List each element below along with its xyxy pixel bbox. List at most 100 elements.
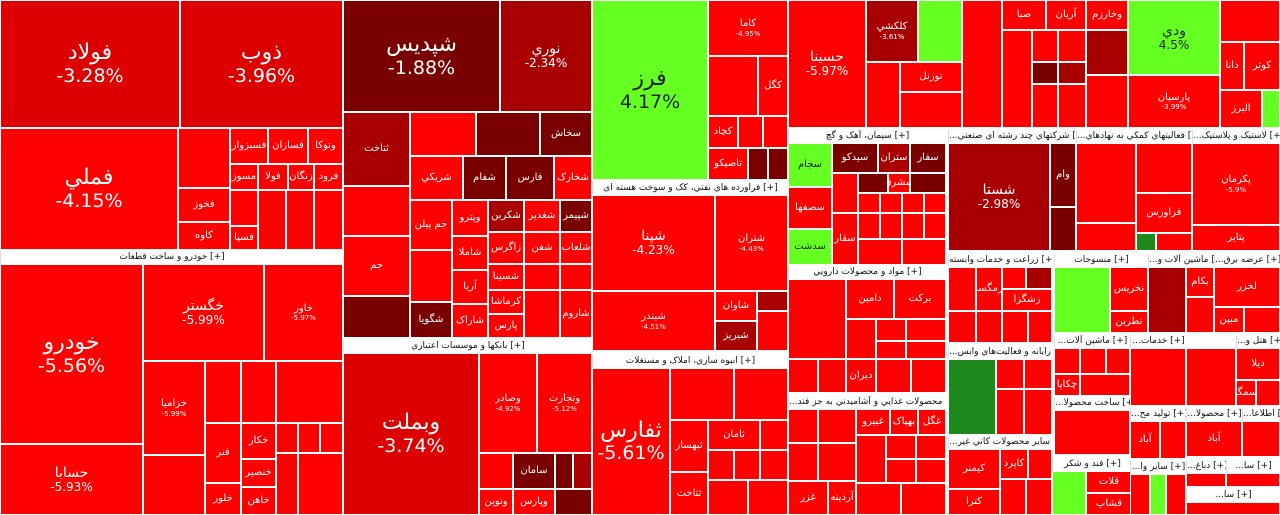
treemap-cell[interactable]: آريان	[1046, 0, 1086, 30]
treemap-cell[interactable]: قشاپ	[1086, 493, 1132, 515]
treemap-cell[interactable]: برکت	[894, 279, 946, 319]
treemap-cell[interactable]	[276, 453, 298, 515]
treemap-cell[interactable]	[1032, 30, 1058, 62]
treemap-cell[interactable]: سامان	[513, 453, 555, 489]
sector-header[interactable]: مواد و محصولات دارويي [+]	[788, 266, 946, 279]
treemap-cell[interactable]	[768, 148, 788, 180]
treemap-cell[interactable]: ثامان	[708, 420, 760, 450]
treemap-cell[interactable]: پتاير	[1192, 225, 1280, 251]
treemap-cell[interactable]: شستا -2.98%	[948, 143, 1050, 251]
treemap-cell[interactable]: فسازان	[268, 128, 308, 164]
treemap-cell[interactable]: فراورس	[1136, 193, 1192, 233]
treemap-cell[interactable]	[555, 453, 573, 489]
treemap-cell[interactable]: شگويا	[410, 302, 452, 338]
treemap-cell[interactable]	[856, 483, 901, 515]
treemap-cell[interactable]	[900, 92, 962, 128]
treemap-cell[interactable]: کرماشا	[488, 290, 524, 314]
treemap-cell[interactable]	[1052, 471, 1086, 515]
treemap-cell[interactable]: وپترو	[452, 200, 488, 236]
treemap-cell[interactable]: شسينا	[488, 264, 524, 290]
treemap-cell[interactable]	[757, 311, 788, 351]
treemap-cell[interactable]	[788, 443, 818, 481]
treemap-cell[interactable]: فارس	[506, 156, 554, 200]
treemap-cell[interactable]	[818, 359, 846, 393]
treemap-cell[interactable]: تاصيکو	[708, 148, 748, 180]
treemap-cell[interactable]: کاما -4.95%	[708, 0, 788, 56]
treemap-cell[interactable]: پارسيان -3.99%	[1128, 75, 1220, 128]
treemap-cell[interactable]	[1080, 374, 1130, 396]
treemap-cell[interactable]: ستران	[878, 143, 910, 173]
treemap-cell[interactable]	[734, 368, 788, 420]
treemap-cell[interactable]: فسبزوار	[230, 128, 268, 164]
treemap-cell[interactable]	[948, 267, 976, 311]
treemap-cell[interactable]	[343, 296, 410, 338]
treemap-cell[interactable]	[524, 290, 560, 338]
sector-header[interactable]: ...شرکتهاي چند رشته اي صنعتي [+]	[948, 130, 1076, 143]
sector-header[interactable]: زراعت و خدمات وابسته [+]	[948, 254, 1052, 267]
sector-header[interactable]: ...ماشين آلات [+]	[1054, 335, 1130, 348]
treemap-cell[interactable]	[1130, 348, 1186, 406]
treemap-cell[interactable]: کچاد	[708, 116, 738, 148]
treemap-cell[interactable]	[670, 368, 734, 420]
sector-header[interactable]: ...ماشين آلات و [+]	[1148, 254, 1214, 267]
treemap-cell[interactable]	[1136, 233, 1156, 251]
treemap-cell[interactable]	[708, 56, 758, 116]
sector-header[interactable]: ...سا [+]	[1186, 489, 1280, 502]
treemap-cell[interactable]	[902, 239, 946, 265]
treemap-cell[interactable]: شفام	[463, 156, 506, 200]
treemap-cell[interactable]	[924, 213, 946, 239]
treemap-cell[interactable]: وبملت -3.74%	[343, 353, 479, 515]
treemap-cell[interactable]: البرز	[1220, 90, 1262, 128]
treemap-cell[interactable]: ثتاخت	[670, 472, 708, 515]
sector-header[interactable]: انبوه سازي، املاک و مستغلات [+]	[592, 355, 788, 368]
treemap-cell[interactable]: فسپا	[230, 226, 258, 250]
sector-header[interactable]: ...محصولا [+]	[1186, 408, 1242, 421]
treemap-cell[interactable]	[948, 311, 976, 343]
treemap-cell[interactable]: کاپرد	[1000, 449, 1028, 479]
treemap-cell[interactable]: مسوز	[230, 164, 258, 190]
treemap-cell[interactable]	[760, 420, 788, 450]
treemap-cell[interactable]	[1186, 297, 1214, 333]
treemap-cell[interactable]	[996, 389, 1024, 435]
treemap-cell[interactable]: دانا	[1220, 42, 1244, 90]
treemap-cell[interactable]	[1086, 75, 1128, 128]
treemap-cell[interactable]	[734, 450, 760, 480]
treemap-cell[interactable]	[858, 239, 902, 265]
treemap-cell[interactable]: فرز 4.17%	[592, 0, 708, 180]
treemap-cell[interactable]	[902, 193, 924, 213]
treemap-cell[interactable]: دامين	[846, 279, 894, 319]
treemap-cell[interactable]: مبين	[1214, 307, 1244, 333]
treemap-cell[interactable]	[906, 341, 946, 359]
treemap-cell[interactable]: وتوکا	[308, 128, 343, 164]
treemap-cell[interactable]	[1032, 84, 1058, 128]
treemap-cell[interactable]	[560, 264, 592, 290]
treemap-cell[interactable]: پکرمان -5.9%	[1192, 143, 1280, 225]
treemap-cell[interactable]	[1242, 421, 1280, 457]
treemap-cell[interactable]: شاراک	[452, 304, 488, 338]
treemap-cell[interactable]: سدشت	[788, 229, 832, 265]
treemap-cell[interactable]	[846, 319, 876, 359]
treemap-cell[interactable]: آباد	[1186, 421, 1242, 457]
treemap-cell[interactable]: ثتاخت	[343, 112, 410, 186]
treemap-cell[interactable]: سجام	[788, 143, 832, 187]
treemap-cell[interactable]: خگستر -5.99%	[143, 264, 264, 361]
treemap-cell[interactable]	[858, 193, 880, 213]
treemap-cell[interactable]: شپيمر	[560, 200, 592, 232]
treemap-cell[interactable]: فنر	[205, 423, 241, 483]
treemap-cell[interactable]: خاهن	[241, 487, 276, 515]
treemap-cell[interactable]: چکاپا	[1054, 374, 1080, 396]
treemap-cell[interactable]	[410, 250, 452, 302]
treemap-cell[interactable]	[1002, 311, 1028, 343]
treemap-cell[interactable]	[1076, 143, 1136, 223]
treemap-cell[interactable]: نطرين	[1110, 311, 1148, 333]
sector-header[interactable]: خودرو و ساخت قطعات [+]	[0, 251, 343, 264]
treemap-cell[interactable]: ديران	[846, 359, 876, 393]
sector-header[interactable]: ...توليد مح [+]	[1130, 408, 1186, 421]
treemap-cell[interactable]	[286, 190, 314, 250]
treemap-cell[interactable]	[763, 116, 788, 148]
treemap-cell[interactable]: وخارزم	[1086, 0, 1128, 30]
treemap-cell[interactable]: غگل	[918, 409, 946, 435]
treemap-cell[interactable]: شخارک	[554, 156, 592, 200]
treemap-cell[interactable]: سشرق	[888, 173, 910, 193]
treemap-cell[interactable]	[276, 361, 343, 423]
